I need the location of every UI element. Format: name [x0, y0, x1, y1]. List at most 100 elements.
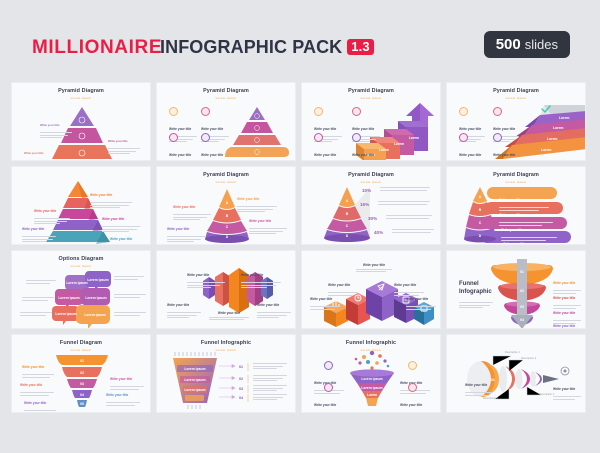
item-1: Write your title	[187, 263, 225, 289]
percent-1: 10%	[362, 188, 371, 193]
desc-4	[392, 228, 434, 233]
slide-thumbnail-12[interactable]: 01 02 03 04 Funnel Infographic Write you…	[446, 250, 586, 329]
slide-thumbnail-1[interactable]: Pyramid Diagram Lorem Ipsum Write your t…	[11, 82, 151, 161]
callout-5: Write your title	[106, 383, 140, 406]
slide-title: Pyramid Diagram	[348, 88, 394, 94]
step-label: Lorem	[379, 148, 389, 152]
desc-3	[386, 214, 432, 219]
slide-thumbnail-11[interactable]: Write your title Write your title Write …	[301, 250, 441, 329]
slide-title: Funnel Infographic	[345, 340, 397, 346]
slide-thumbnail-10[interactable]: Write your title Write your title Write …	[156, 250, 296, 329]
item-3: Write your title	[314, 143, 342, 160]
slide-thumbnail-8[interactable]: Pyramid Diagram Lorem Ipsum A B C D Writ…	[446, 166, 586, 245]
item-center: Write your title	[356, 263, 392, 272]
edit-icon	[402, 296, 410, 304]
pack-title: INFOGRAPHIC PACK 1.3	[160, 38, 374, 56]
bullet-dot-1	[314, 107, 323, 116]
desc-label-4: Description 4	[539, 393, 555, 396]
cone-label-b: B	[226, 214, 229, 218]
callout-left-2	[22, 296, 54, 301]
svg-text:03: 03	[522, 378, 526, 382]
slide-thumbnail-4[interactable]: Pyramid Diagram Lorem Ipsum Lorem Lorem …	[446, 82, 586, 161]
item-1: Write your title	[459, 117, 485, 143]
svg-text:Lorem ipsum: Lorem ipsum	[184, 378, 205, 382]
slide-thumbnail-2[interactable]: Pyramid Diagram Lorem Ipsum Write your t…	[156, 82, 296, 161]
item-2: Write your title	[352, 117, 380, 143]
funnel-3d-dots-graphic: Lorem ipsum Lorem ipsum Lorem	[350, 350, 394, 406]
slide-subtitle: Lorem Ipsum	[70, 348, 92, 352]
cone-percent-graphic: A B C D 10% 15% 30% 40%	[324, 187, 383, 242]
callout-4: Write your title	[167, 217, 205, 243]
callout-1: Write your title	[237, 187, 277, 213]
slide-thumbnail-6[interactable]: Pyramid Diagram Lorem Ipsum A B C D Writ…	[156, 166, 296, 245]
bullet-dot-3	[459, 133, 468, 142]
svg-text:Lorem ipsum: Lorem ipsum	[184, 367, 205, 371]
item-5: Write your title	[209, 311, 249, 320]
item-2: Write your title	[553, 286, 581, 309]
slide-subtitle: Lorem Ipsum	[360, 96, 382, 100]
item-2: Write your title	[328, 273, 358, 296]
step-1: 01	[80, 359, 84, 363]
callout-4: Write your title	[110, 367, 144, 390]
version-badge: 1.3	[347, 39, 374, 55]
slide-title: Pyramid Diagram	[58, 88, 104, 94]
funnel-rings-graphic: 01 02 03 04	[491, 259, 553, 328]
bullet-dot-1	[169, 107, 178, 116]
svg-text:C: C	[479, 221, 482, 225]
callout-2: Write your title	[108, 129, 140, 155]
slide-thumbnail-3[interactable]: Pyramid Diagram Lorem Ipsum	[301, 82, 441, 161]
slides-count-badge: 500 slides	[483, 31, 570, 58]
callout-3: Write your title	[24, 141, 56, 160]
step-label: Lorem	[365, 153, 375, 157]
gear-icon	[560, 366, 570, 376]
slide-thumbnail-5[interactable]: Write your title Write your title Write …	[11, 166, 151, 245]
svg-text:Lorem: Lorem	[367, 393, 377, 397]
hex-prisms-graphic	[203, 268, 273, 313]
svg-text:B: B	[479, 208, 482, 212]
slide-thumbnail-16[interactable]: 01 02 03 04 Write your title Write your …	[446, 334, 586, 413]
pyramid-3d-graphic	[46, 181, 110, 244]
step-2: 02	[80, 371, 84, 375]
slide-thumbnail-7[interactable]: Pyramid Diagram Lorem Ipsum A B C D 10% …	[301, 166, 441, 245]
slide-thumbnail-13[interactable]: Funnel Diagram Lorem Ipsum 01 02 03 04 0…	[11, 334, 151, 413]
item-3: Write your title	[553, 301, 581, 324]
svg-text:Lorem ipsum: Lorem ipsum	[87, 278, 108, 282]
bar-text-2: Write your title	[499, 203, 553, 226]
svg-text:D: D	[479, 234, 482, 238]
bullet-dot-4	[493, 133, 502, 142]
bar-text-4: Write your title	[503, 232, 561, 244]
svg-text:02: 02	[507, 378, 511, 382]
slide-thumbnail-15[interactable]: Funnel Infographic Lorem Ipsum	[301, 334, 441, 413]
callout-2: Write your title	[34, 199, 70, 225]
bullet-dot-1	[324, 361, 333, 370]
item-1: Write your title	[310, 287, 340, 310]
number-2: 02	[239, 377, 243, 381]
callout-2: Write your title	[173, 195, 211, 221]
svg-text:Lorem ipsum: Lorem ipsum	[85, 296, 106, 300]
band-label: Lorem	[559, 116, 569, 120]
step-1: 01	[520, 270, 524, 274]
cone-label-a: A	[346, 199, 349, 203]
desc-2	[378, 200, 430, 205]
brand-logo: MILLIONAIRE	[32, 37, 163, 58]
callout-3: Write your title	[24, 391, 56, 412]
percent-4: 40%	[374, 230, 383, 235]
slides-count: 500	[495, 36, 521, 53]
item-3: Write your title	[167, 293, 201, 319]
funnel-horizontal-graphic: 01 02 03 04	[467, 355, 570, 400]
item-2: Write your title	[201, 117, 229, 143]
slide-thumbnail-14[interactable]: Funnel Infographic Lorem Ipsum	[156, 334, 296, 413]
callout-right-2	[114, 293, 146, 298]
slide-thumbnail-9[interactable]: Options Diagram Lorem Ipsum Lorem ipsum …	[11, 250, 151, 329]
cone-label-d: D	[226, 235, 229, 239]
svg-text:Lorem ipsum: Lorem ipsum	[84, 313, 105, 317]
bar-text-3: Write your title	[501, 218, 557, 241]
bullet-dot-1	[459, 107, 468, 116]
bullet-dot-2	[201, 107, 210, 116]
bullet-dot-4	[408, 383, 417, 392]
callout-1: Write your title	[22, 355, 54, 378]
slide-subtitle: Lorem Ipsum	[215, 348, 237, 352]
callout-right-3	[114, 311, 146, 316]
step-3: 03	[80, 382, 84, 386]
